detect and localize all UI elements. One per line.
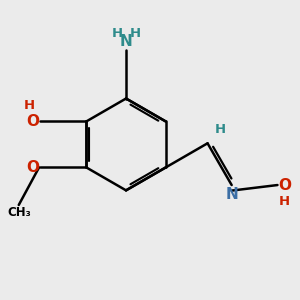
Text: H: H: [279, 195, 290, 208]
Text: H: H: [24, 99, 35, 112]
Text: N: N: [120, 34, 132, 49]
Text: N: N: [225, 187, 238, 202]
Text: H: H: [129, 27, 140, 40]
Text: CH₃: CH₃: [7, 206, 31, 219]
Text: O: O: [27, 160, 40, 175]
Text: H: H: [112, 27, 123, 40]
Text: O: O: [278, 178, 291, 193]
Text: H: H: [214, 123, 226, 136]
Text: O: O: [26, 114, 39, 129]
